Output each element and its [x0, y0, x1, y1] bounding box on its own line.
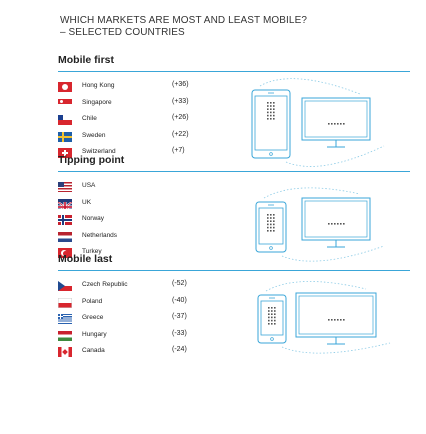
- group-divider: [58, 270, 410, 271]
- chile-flag-icon: [58, 115, 72, 125]
- country-label: Sweden: [82, 131, 106, 139]
- score-value: (+22): [172, 130, 189, 138]
- table-row: Norway: [58, 213, 258, 228]
- turkey-flag-icon: [58, 248, 72, 258]
- country-label: Greece: [82, 314, 104, 321]
- group-title: Mobile first: [58, 54, 115, 66]
- connector-arc-lower: [281, 342, 391, 354]
- score-value: (+36): [172, 81, 189, 88]
- table-row: Singapore (+33): [58, 97, 258, 112]
- desktop-icon: [295, 292, 377, 345]
- connector-arc: [259, 78, 361, 95]
- table-row: Hong Kong (+36): [58, 80, 258, 95]
- hungary-flag-icon: [58, 330, 72, 341]
- group-mobile-first: Mobile first Hong Kong (+36) Singapore (+33)…: [58, 54, 410, 167]
- table-row: Chile (+26): [58, 113, 258, 128]
- phone-icon: [255, 201, 287, 253]
- table-row: Turkey: [58, 246, 258, 261]
- table-row: Canada (-24): [58, 345, 258, 360]
- group-title: Tipping point: [58, 154, 125, 166]
- table-row: Netherlands: [58, 230, 258, 245]
- score-value: (+7): [172, 147, 185, 154]
- table-row: Sweden (+22): [58, 130, 258, 145]
- usa-flag-icon: [58, 182, 72, 192]
- connector-arc-lower: [281, 245, 385, 262]
- group-tipping-point: Tipping point USA UK Norway Netherlands Turke…: [58, 154, 410, 262]
- table-row: UK: [58, 197, 258, 212]
- table-row: USA: [58, 180, 258, 195]
- group-divider: [58, 71, 410, 72]
- country-label: USA: [82, 182, 96, 189]
- chart-title-line1: WHICH MARKETS ARE MOST AND LEAST MOBILE?: [60, 15, 308, 26]
- country-label: UK: [82, 198, 92, 206]
- uk-flag-icon: [58, 198, 72, 209]
- table-row: Switzerland (+7): [58, 146, 258, 161]
- phone-icon: [257, 294, 287, 344]
- phone-larger-than-desktop-icon: [251, 78, 385, 167]
- canada-flag-icon: [58, 347, 72, 357]
- switzerland-flag-icon: [58, 148, 72, 158]
- country-label: Canada: [82, 347, 105, 354]
- score-value: (-40): [172, 296, 187, 304]
- connector-arc-lower: [285, 145, 385, 167]
- score-value: (-33): [172, 329, 187, 337]
- country-label: Singapore: [82, 98, 112, 106]
- czech-flag-icon: [58, 281, 72, 291]
- country-label: Chile: [82, 115, 97, 122]
- poland-flag-icon: [58, 297, 72, 308]
- score-value: (-52): [172, 280, 187, 287]
- group-mobile-last: Mobile last Czech Republic (-52) Poland (-40…: [58, 253, 410, 357]
- table-row: Greece (-37): [58, 312, 258, 327]
- country-label: Netherlands: [82, 231, 118, 239]
- group-divider: [58, 171, 410, 172]
- country-label: Turkey: [82, 248, 102, 255]
- country-label: Poland: [82, 297, 103, 305]
- country-label: Hungary: [82, 330, 107, 338]
- group-title: Mobile last: [58, 253, 113, 265]
- sweden-flag-icon: [58, 131, 72, 142]
- table-row: Czech Republic (-52): [58, 279, 258, 294]
- phone-equal-desktop-icon: [255, 187, 385, 262]
- netherlands-flag-icon: [58, 231, 72, 242]
- desktop-icon: [301, 97, 371, 148]
- score-value: (+33): [172, 97, 189, 105]
- connector-arc: [263, 187, 361, 199]
- chart-title-line2: – SELECTED COUNTRIES: [60, 27, 185, 38]
- score-value: (-37): [172, 313, 187, 320]
- phone-icon: [251, 89, 291, 159]
- norway-flag-icon: [58, 215, 72, 225]
- chart-title: WHICH MARKETS ARE MOST AND LEAST MOBILE?…: [60, 15, 307, 39]
- hong-kong-flag-icon: [58, 82, 72, 92]
- greece-flag-icon: [58, 314, 72, 324]
- desktop-larger-than-phone-icon: [257, 281, 391, 354]
- country-label: Hong Kong: [82, 82, 115, 89]
- desktop-icon: [301, 197, 371, 248]
- singapore-flag-icon: [58, 98, 72, 109]
- country-label: Czech Republic: [82, 281, 128, 288]
- score-value: (+26): [172, 114, 189, 121]
- table-row: Poland (-40): [58, 296, 258, 311]
- table-row: Hungary (-33): [58, 329, 258, 344]
- score-value: (-24): [172, 346, 187, 353]
- country-label: Norway: [82, 215, 105, 222]
- connector-arc: [265, 281, 367, 292]
- country-label: Switzerland: [82, 148, 116, 155]
